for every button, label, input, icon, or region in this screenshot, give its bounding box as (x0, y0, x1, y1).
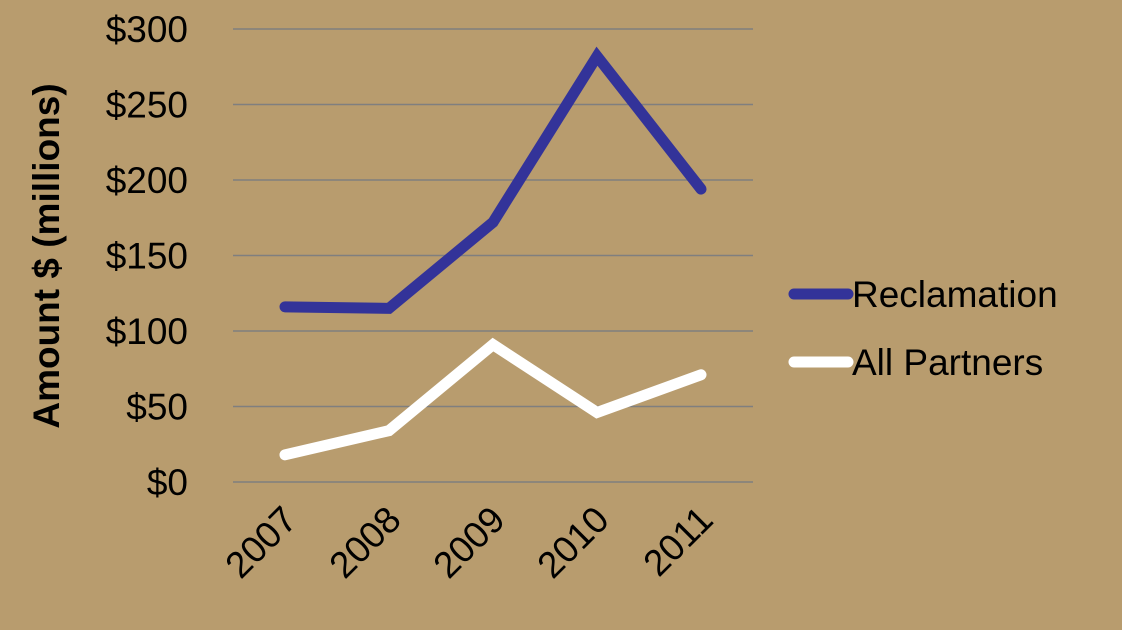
y-tick-label: $100 (106, 311, 188, 352)
y-tick-label: $0 (147, 462, 188, 503)
legend-item: Reclamation (788, 274, 1058, 315)
legend-label: Reclamation (852, 274, 1058, 315)
series-lines (279, 46, 707, 461)
y-tick-label: $200 (106, 160, 188, 201)
y-axis-tick-labels: $0 $50 $100 $150 $200 $250 $300 (106, 9, 188, 503)
y-tick-label: $250 (106, 85, 188, 126)
y-tick-label: $300 (106, 9, 188, 50)
y-tick-label: $50 (126, 387, 188, 428)
y-axis-title: Amount $ (millions) (26, 83, 67, 428)
legend-label: All Partners (852, 342, 1043, 383)
y-tick-label: $150 (106, 236, 188, 277)
series-line-reclamation (279, 46, 707, 314)
legend-item: All Partners (788, 342, 1043, 383)
gridlines (233, 28, 753, 483)
legend: Reclamation All Partners (788, 274, 1058, 383)
series-line-all-partners (279, 337, 707, 461)
